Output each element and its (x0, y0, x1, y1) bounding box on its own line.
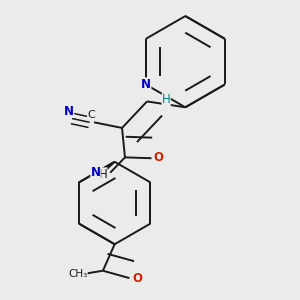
Text: O: O (132, 272, 142, 285)
Text: N: N (64, 105, 74, 118)
Text: N: N (141, 78, 151, 91)
Text: H: H (98, 168, 107, 181)
Text: N: N (91, 166, 100, 179)
Text: CH₃: CH₃ (68, 269, 88, 279)
Text: O: O (154, 151, 164, 164)
Text: H: H (162, 93, 170, 106)
Text: C: C (87, 110, 95, 120)
